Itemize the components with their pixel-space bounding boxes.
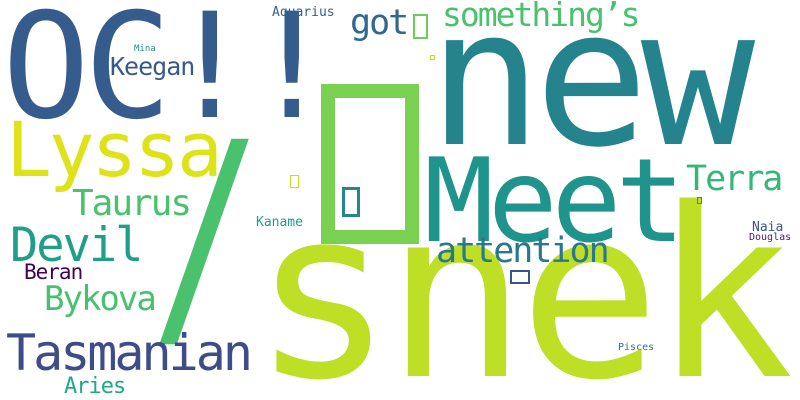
word-aquarius: Aquarius	[272, 5, 335, 20]
word-lyssa: Lyssa	[6, 105, 223, 194]
word-tasmanian: Tasmanian	[6, 324, 253, 382]
word-terra: Terra	[686, 159, 783, 199]
word-attention: attention	[436, 231, 610, 271]
word-douglas: Douglas	[749, 232, 792, 243]
missing-glyph-box-attention	[510, 270, 530, 284]
word-taurus: Taurus	[72, 183, 192, 224]
word-slash: /	[150, 89, 263, 380]
word-devil: Devil	[10, 218, 143, 273]
missing-glyph-box-tiny-left	[430, 55, 435, 60]
missing-glyph-box-near-got	[413, 14, 428, 39]
word-got: got	[350, 3, 409, 43]
word-beran: Beran	[24, 260, 83, 284]
missing-glyph-box-center	[342, 187, 360, 217]
word-mina: Mina	[134, 44, 156, 54]
word-oc: OC!!	[2, 0, 336, 152]
missing-glyph-large-box	[321, 84, 419, 244]
word-bykova: Bykova	[44, 279, 157, 319]
word-new: new	[428, 0, 755, 189]
word-somethings: something’s	[442, 0, 641, 34]
missing-glyph-box-yellow	[290, 175, 299, 188]
word-naia: Naia	[752, 220, 784, 235]
word-pisces: Pisces	[618, 342, 655, 353]
missing-glyph-box-tiny-right	[697, 197, 702, 204]
word-keegan: Keegan	[110, 52, 195, 81]
word-meet: Meet	[424, 134, 685, 269]
word-kaname: Kaname	[256, 215, 303, 230]
word-aries: Aries	[64, 374, 126, 399]
